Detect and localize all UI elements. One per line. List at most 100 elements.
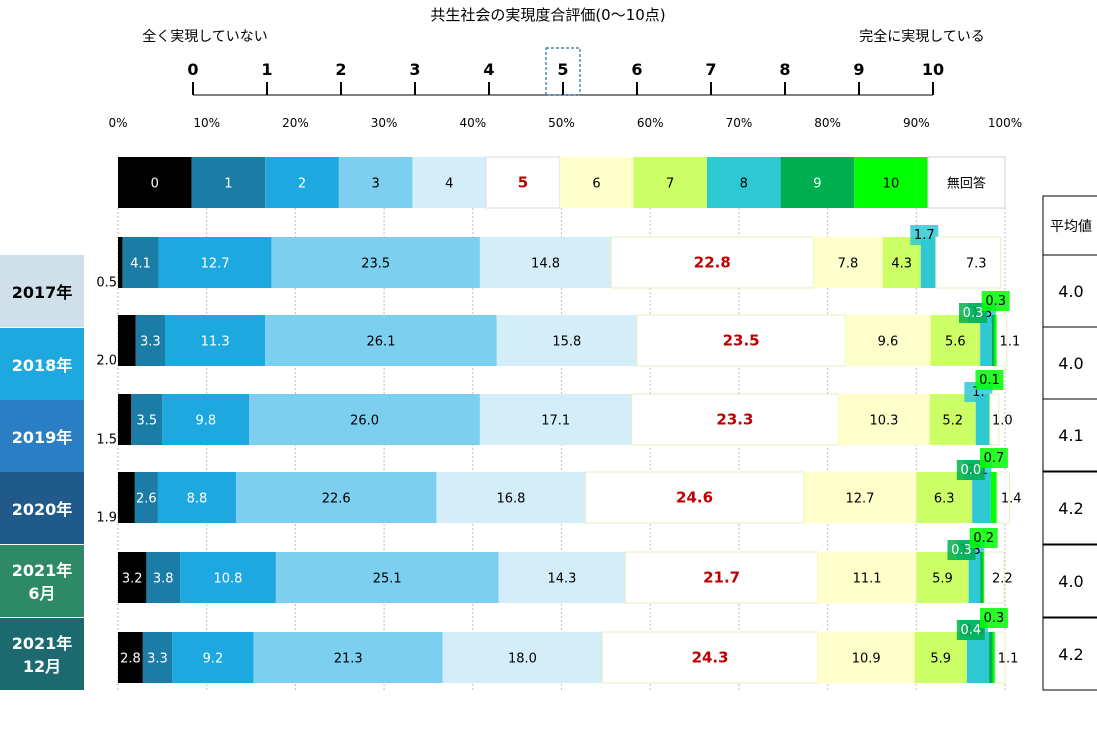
value-label: 10.3 <box>869 414 898 429</box>
mean-value: 4.0 <box>1058 354 1083 373</box>
legend-label: 1 <box>224 177 232 192</box>
legend-label: 9 <box>813 177 821 192</box>
mean-column: 平均値 4.0 4.0 4.1 4.2 4.0 4.2 <box>1042 195 1097 691</box>
x-tick-label: 70% <box>726 116 753 130</box>
value-label: 26.1 <box>367 335 396 350</box>
value-label: 23.5 <box>361 257 390 272</box>
bar-segment <box>838 394 930 445</box>
value-label: 0.5 <box>96 276 117 291</box>
bar-segment <box>496 315 637 366</box>
legend-swatch <box>927 156 1006 209</box>
value-label: 15.8 <box>552 335 581 350</box>
value-label: 7.8 <box>838 257 859 272</box>
scale-tick-label: 2 <box>335 60 346 79</box>
x-tick-label: 60% <box>637 116 664 130</box>
value-label: 3.3 <box>147 652 168 667</box>
bar-segment <box>920 237 936 288</box>
mean-cell <box>1042 617 1097 691</box>
bar-segment <box>989 632 993 683</box>
x-tick-label: 30% <box>371 116 398 130</box>
legend-swatch <box>780 157 855 208</box>
scale-tick-label: 3 <box>409 60 420 79</box>
value-label: 18.0 <box>508 652 537 667</box>
value-label: 24.6 <box>676 489 713 507</box>
value-label: 11.3 <box>201 335 230 350</box>
bar-segment <box>982 552 985 603</box>
bar-segment <box>436 472 586 523</box>
chart-title: 共生社会の実現度合評価(0〜10点) <box>430 6 665 24</box>
row-label-box <box>0 328 84 400</box>
x-tick-label: 90% <box>903 116 930 130</box>
value-label: 4.3 <box>891 257 912 272</box>
mean-value: 4.2 <box>1058 645 1083 664</box>
value-label: 0.1 <box>979 373 1000 388</box>
row-label: 2021年 12月 <box>12 634 73 676</box>
legend-swatch <box>412 157 487 208</box>
bar-segment <box>992 632 996 683</box>
value-label: 21.7 <box>703 569 740 587</box>
mean-cell <box>1042 471 1097 545</box>
bar-segment <box>972 472 991 523</box>
bar-segment <box>929 394 976 445</box>
x-tick-label: 10% <box>193 116 220 130</box>
scale-right-label: 完全に実現している <box>859 28 985 45</box>
bar-segment <box>498 552 626 603</box>
bar-segment <box>803 472 917 523</box>
value-callout-box <box>979 608 1008 628</box>
value-label: 9.6 <box>878 335 899 350</box>
bar-segment <box>980 315 992 366</box>
legend-swatch <box>633 157 707 208</box>
value-label: 23.3 <box>716 411 753 429</box>
value-label: 3.8 <box>153 572 174 587</box>
row-label-box <box>0 472 84 544</box>
value-label: 1.1 <box>998 652 1019 667</box>
row-label-box <box>0 255 84 327</box>
mean-header-box <box>1042 195 1097 256</box>
value-label: 22.8 <box>694 254 731 272</box>
value-label: 22.6 <box>322 492 351 507</box>
bars: 0.5 4.1 12.7 23.5 14.8 22.8 7.8 4.31.7 7.3 2.0 3.3… <box>96 225 1022 684</box>
value-label: 14.3 <box>547 572 576 587</box>
bar-segment <box>122 237 159 288</box>
value-label: 5.9 <box>932 572 953 587</box>
value-label: 10.9 <box>852 652 881 667</box>
value-label: 1.4 <box>1001 492 1022 507</box>
value-label: 12.7 <box>201 257 230 272</box>
scale-tick-label: 9 <box>853 60 864 79</box>
value-callout-box <box>979 448 1008 468</box>
row-label: 2017年 <box>12 283 73 302</box>
bar-segment <box>624 551 819 604</box>
x-axis: 0% 10% 20% 30% 40% 50% 60% 70% 80% 90% 100% <box>108 116 1022 130</box>
bar-segment <box>990 472 998 523</box>
bar-segment <box>994 631 1006 684</box>
bar-segment <box>631 393 839 446</box>
x-tick-label: 40% <box>459 116 486 130</box>
bar-segment <box>994 315 998 366</box>
scale-left-label: 全く実現していない <box>142 28 268 45</box>
value-label: 0.3 <box>984 611 1005 626</box>
value-label: 21.3 <box>334 652 363 667</box>
row-labels: 2017年 2018年 2019年 2020年 2021年 6月 2021年 12月 <box>0 255 84 690</box>
x-tick-label: 0% <box>108 116 127 130</box>
bar-segment <box>968 552 981 603</box>
value-label: 25.1 <box>373 572 402 587</box>
bar-segment <box>142 632 173 683</box>
value-label: 0.3 <box>985 294 1006 309</box>
bar-segment <box>118 237 123 288</box>
bar-segment <box>180 552 276 603</box>
value-label: 1.9 <box>96 511 117 526</box>
scale-tick-label: 1 <box>261 60 272 79</box>
legend-swatch <box>118 157 192 208</box>
value-callout-box <box>981 291 1010 311</box>
bar-segment <box>989 393 1000 446</box>
value-label: 12.7 <box>845 492 874 507</box>
value-label: 16.8 <box>496 492 525 507</box>
row-label: 2018年 <box>12 356 73 375</box>
value-label: 5.2 <box>942 414 963 429</box>
bar-segment <box>935 236 1002 289</box>
row-label-box <box>0 618 84 690</box>
value-label: 23.5 <box>723 332 760 350</box>
value-label: 7.3 <box>966 257 987 272</box>
bar-segment <box>916 472 973 523</box>
x-tick-label: 80% <box>814 116 841 130</box>
